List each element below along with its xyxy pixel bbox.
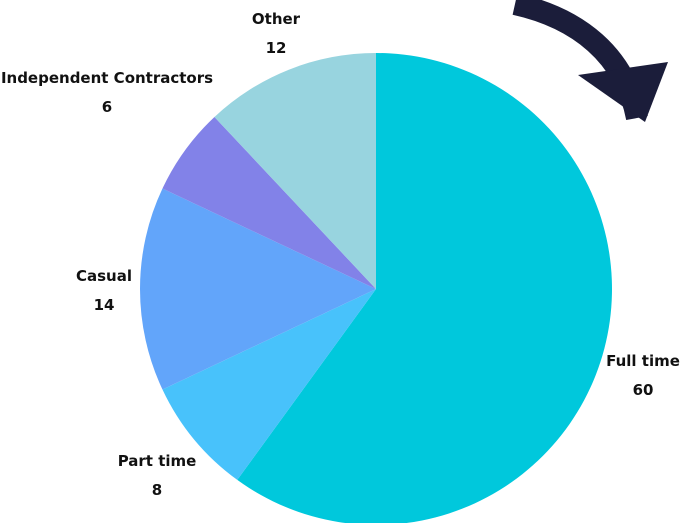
- pie-slice-part-time: [162, 289, 376, 480]
- label-casual-value: 14: [94, 296, 115, 314]
- label-other-name: Other: [252, 10, 301, 28]
- label-other-value: 12: [266, 39, 287, 57]
- slice-labels: Other 12 Independent Contractors 6 Casua…: [1, 10, 680, 499]
- label-independent-contractors-name: Independent Contractors: [1, 69, 213, 87]
- curved-arrow-down-right-icon: [512, 0, 668, 122]
- label-casual-name: Casual: [76, 267, 132, 285]
- pie-slice-other: [214, 53, 376, 289]
- label-part-time-value: 8: [152, 481, 162, 499]
- label-full-time-name: Full time: [606, 352, 680, 370]
- label-full-time-value: 60: [633, 381, 654, 399]
- pie-slice-independent-contractors: [162, 116, 376, 290]
- pie-slice-casual: [140, 188, 376, 390]
- label-part-time-name: Part time: [118, 452, 197, 470]
- pie-slice-full-time: [237, 53, 612, 523]
- label-independent-contractors-value: 6: [102, 98, 112, 116]
- pie-slices: [140, 53, 612, 523]
